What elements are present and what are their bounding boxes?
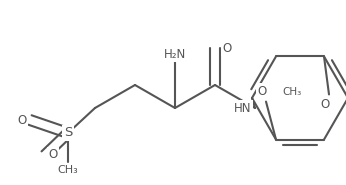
Text: O: O [320, 98, 330, 111]
Text: CH₃: CH₃ [282, 87, 301, 97]
Text: CH₃: CH₃ [58, 165, 79, 175]
Text: O: O [48, 149, 58, 162]
Text: H₂N: H₂N [164, 48, 186, 60]
Text: O: O [17, 114, 27, 127]
Text: HN: HN [234, 102, 251, 115]
Text: S: S [64, 127, 72, 139]
Text: O: O [257, 85, 267, 98]
Text: CH₃: CH₃ [345, 99, 346, 110]
Text: O: O [222, 41, 231, 55]
